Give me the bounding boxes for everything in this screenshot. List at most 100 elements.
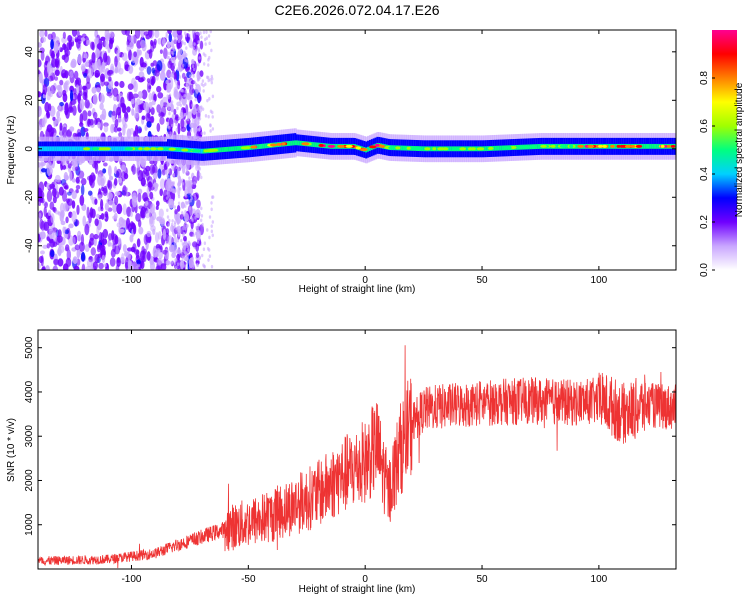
spectrogram-noise-cell — [68, 39, 72, 51]
spectrogram-noise-cell — [50, 52, 56, 60]
spectrogram-band-core — [112, 146, 116, 152]
spectrogram-noise-cell — [177, 233, 180, 237]
spectrogram-noise-cell — [191, 64, 195, 69]
spectrogram-hotspot — [476, 147, 485, 151]
spectrogram-noise-cell — [100, 212, 105, 220]
spectrogram-noise-cell — [126, 106, 131, 113]
spectrogram-noise-cell — [198, 172, 202, 177]
spectrogram-noise-cell — [130, 98, 135, 105]
spectrogram-noise-cell — [158, 208, 164, 218]
spectrogram-noise-cell — [187, 191, 191, 195]
spectrogram-noise-cell — [193, 193, 196, 198]
spectrogram-noise-cell — [168, 32, 172, 43]
spectrogram-band-core — [118, 146, 121, 152]
snr-y-axis-label: SNR (10 * v/v) — [6, 418, 17, 482]
spectrogram-noise-cell — [145, 112, 151, 123]
spectrogram-noise-cell — [205, 36, 209, 40]
spectrogram-noise-cell — [69, 171, 73, 182]
spectrogram-noise-cell — [71, 30, 78, 37]
spectrogram-noise-cell — [138, 66, 145, 72]
spectrogram-noise-cell — [84, 244, 90, 253]
spectrogram-noise-cell — [126, 247, 133, 252]
spectrogram-noise-cell — [108, 39, 113, 50]
spectrogram-noise-cell — [86, 259, 93, 268]
spectrogram-noise-cell — [187, 30, 191, 33]
spectrogram-noise-cell — [49, 201, 55, 210]
spectrogram-noise-cell — [116, 127, 122, 132]
spectrogram-noise-cell — [207, 114, 210, 119]
colorbar-tick-label: 0.0 — [699, 263, 710, 277]
spectrogram-noise-cell — [45, 265, 50, 270]
spectrogram-noise-cell — [62, 126, 68, 139]
spectrogram-noise-cell — [204, 82, 207, 86]
spectrogram-noise-cell — [182, 53, 185, 58]
spectrogram-noise-cell — [43, 221, 50, 232]
spectrogram-noise-cell — [38, 59, 42, 68]
spectrogram-noise-cell — [40, 50, 45, 61]
colorbar-tick-label: 0.8 — [699, 71, 710, 85]
spectrogram-hotspot — [224, 147, 229, 151]
spectrogram-y-tick-label: 40 — [24, 46, 35, 58]
spectrogram-noise-cell — [176, 205, 181, 212]
spectrogram-noise-cell — [54, 76, 59, 81]
spectrogram-noise-cell — [195, 242, 200, 252]
spectrogram-band-core — [555, 143, 559, 149]
spectrogram-noise-cell — [40, 250, 45, 255]
spectrogram-noise-cell — [170, 50, 174, 55]
spectrogram-noise-cell — [90, 41, 95, 50]
spectrogram-noise-cell — [199, 218, 203, 223]
spectrogram-noise-cell — [199, 31, 202, 35]
spectrogram-hotspot — [569, 144, 574, 148]
spectrogram-noise-cell — [170, 100, 174, 104]
spectrogram-noise-cell — [139, 250, 146, 261]
spectrogram-noise-cell — [198, 125, 202, 129]
spectrogram-noise-cell — [190, 164, 194, 169]
spectrogram-noise-cell — [52, 241, 58, 247]
spectrogram-noise-cell — [73, 70, 79, 80]
spectrogram-noise-cell — [197, 74, 201, 78]
spectrogram-noise-cell — [159, 71, 166, 81]
spectrogram-noise-cell — [120, 171, 126, 182]
spectrogram-noise-cell — [187, 63, 190, 68]
spectrogram-noise-cell — [146, 230, 152, 238]
spectrogram-noise-cell — [180, 118, 185, 129]
spectrogram-noise-cell — [173, 249, 178, 254]
spectrogram-hotspot — [635, 144, 643, 148]
spectrogram-noise-cell — [171, 74, 175, 78]
spectrogram-noise-cell — [200, 82, 204, 87]
spectrogram-hotspot — [516, 145, 525, 149]
spectrogram-noise-cell — [156, 104, 162, 113]
spectrogram-noise-cell — [73, 265, 80, 270]
spectrogram-band-core — [501, 145, 505, 151]
spectrogram-noise-cell — [120, 96, 125, 107]
spectrogram-noise-cell — [94, 69, 101, 78]
spectrogram-noise-cell — [194, 31, 200, 38]
snr-panel: -100 -50 0 50 100 1000 2000 3000 4000 5000 Heigh… — [6, 329, 677, 595]
spectrogram-band-core — [41, 146, 45, 152]
spectrogram-hotspot — [413, 147, 419, 151]
spectrogram-hotspot — [375, 143, 380, 147]
spectrogram-noise-cell — [134, 107, 140, 119]
spectrogram-noise-cell — [204, 53, 207, 58]
spectrogram-noise-cell — [196, 116, 202, 121]
spectrogram-noise-cell — [74, 166, 79, 171]
spectrogram-noise-cell — [194, 196, 197, 200]
spectrogram-noise-cell — [165, 79, 169, 85]
spectrogram-noise-cell — [65, 216, 69, 224]
spectrogram-noise-cell — [197, 121, 200, 125]
spectrogram-noise-cell — [165, 196, 169, 200]
spectrogram-noise-cell — [64, 49, 71, 57]
spectrogram-noise-cell — [38, 124, 43, 131]
spectrogram-hotspot — [91, 147, 100, 151]
spectrogram-noise-cell — [79, 98, 85, 111]
spectrogram-band-core — [299, 140, 303, 146]
spectrogram-noise-cell — [184, 227, 187, 231]
spectrogram-hotspot — [143, 147, 151, 151]
spectrogram-noise-cell — [54, 210, 60, 215]
spectrogram-noise-cell — [211, 115, 214, 119]
spectrogram-noise-cell — [174, 246, 178, 250]
spectrogram-noise-cell — [167, 223, 170, 227]
spectrogram-noise-cell — [98, 231, 103, 243]
spectrogram-band-core — [400, 145, 404, 151]
spectrogram-noise-cell — [159, 178, 166, 190]
